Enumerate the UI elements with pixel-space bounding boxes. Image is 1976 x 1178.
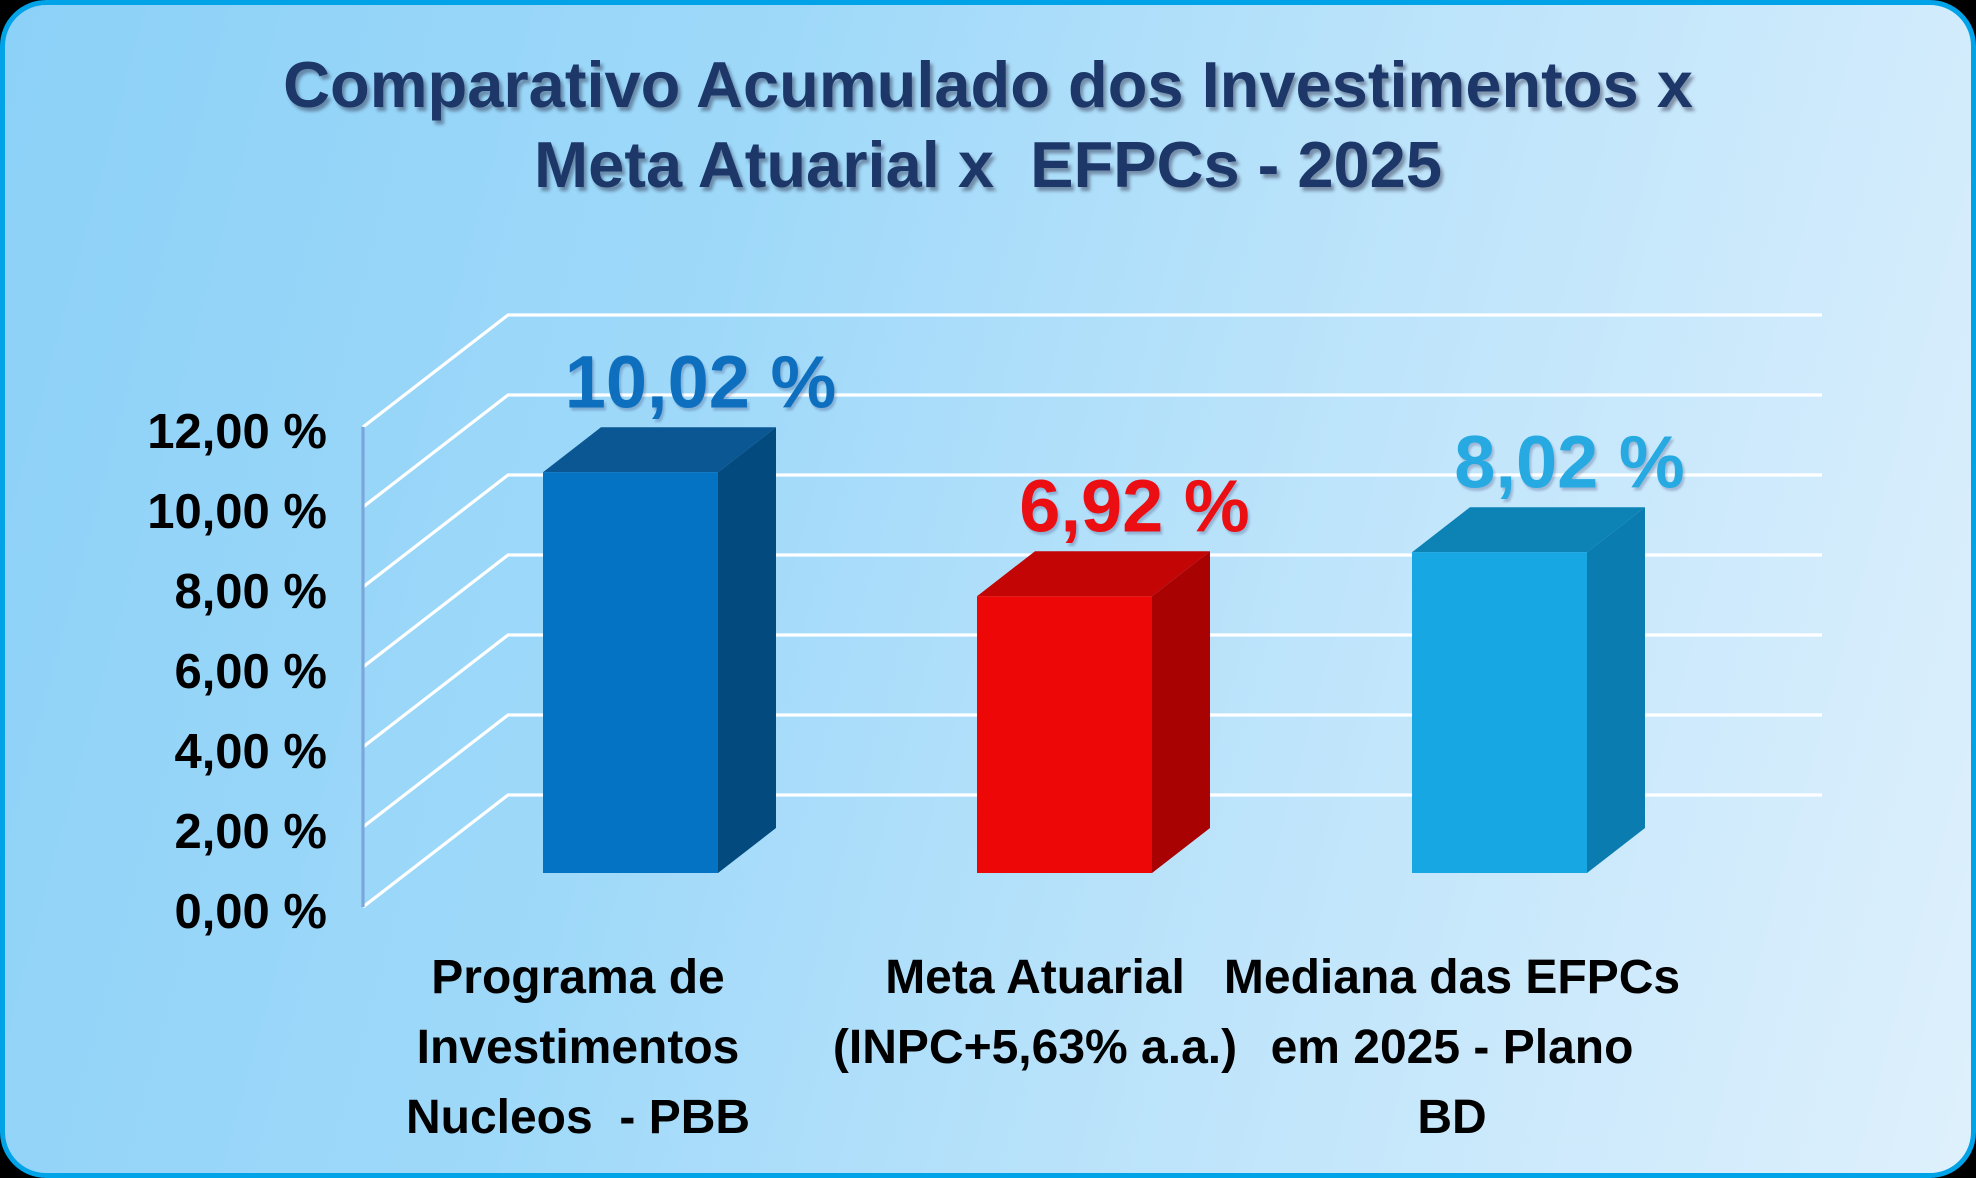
category-label-line: Programa de [431,951,725,1004]
y-axis-tick-label: 10,00 % [147,485,327,539]
gridline [362,393,1822,509]
category-label-line: Mediana das EFPCs [1223,951,1681,1004]
gridline [362,633,1822,749]
category-label-line: (INPC+5,63% a.a.) [832,1021,1238,1074]
bar-top-face [977,551,1210,597]
bar-front-face [1412,552,1587,873]
y-axis-tick-label: 6,00 % [174,645,327,699]
gridline [362,313,1822,429]
bar-chart-3d: 10,02 % 6,92 % 8,02 % 0,00 % 2,00 % 4,00 % 6,0… [147,313,1822,939]
bar-side-face [718,427,776,873]
y-axis-tick-label: 2,00 % [174,805,327,859]
category-label-line: em 2025 - Plano [1270,1021,1634,1074]
category-label-line: Investimentos [416,1021,740,1074]
category-label-line: Nucleos - PBB [405,1091,751,1144]
bar-value-label: 10,02 % [565,341,837,424]
bar-front-face [543,472,718,873]
category-label: Mediana das EFPCs em 2025 - Plano BD [1202,943,1702,1153]
category-label: Meta Atuarial (INPC+5,63% a.a.) [785,943,1285,1083]
y-axis-tick-label: 4,00 % [174,725,327,779]
category-label: Programa de Investimentos Nucleos - PBB [328,943,828,1153]
bar-side-face [1152,551,1210,873]
bar-top-face [543,427,776,473]
category-label-line: BD [1417,1091,1487,1144]
y-axis-tick-label: 12,00 % [147,405,327,459]
bar-front-face [977,596,1152,873]
bar-top-face [1412,507,1645,553]
chart-title-line-2: Meta Atuarial x EFPCs - 2025 [534,128,1442,201]
gridline [362,553,1822,669]
gridline [362,793,1822,909]
gridline [362,473,1822,589]
y-axis-tick-label: 0,00 % [174,885,327,939]
bar-side-face [1587,507,1645,873]
bar-value-label: 6,92 % [1019,465,1249,548]
category-label-line: Meta Atuarial [885,951,1185,1004]
gridline [362,713,1822,829]
bar-value-label: 8,02 % [1454,421,1684,504]
chart-title-line-1: Comparativo Acumulado dos Investimentos … [283,48,1693,121]
y-axis-tick-label: 8,00 % [174,565,327,619]
chart-title: Comparativo Acumulado dos Investimentos … [5,45,1971,205]
